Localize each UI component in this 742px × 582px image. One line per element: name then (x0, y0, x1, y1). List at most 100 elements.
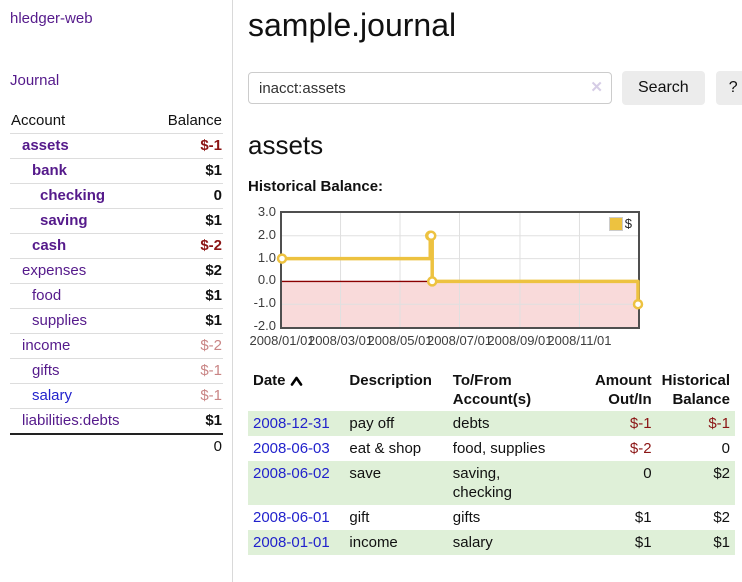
x-axis-tick-label: 2008/01/01 (249, 333, 315, 348)
account-row: cash $-2 (10, 233, 223, 259)
transaction-date-link[interactable]: 2008-06-01 (253, 509, 330, 526)
account-row: assets $-1 (10, 133, 223, 159)
x-axis-tick-label: 2008/09/01 (487, 333, 553, 348)
accounts-header-balance: Balance (167, 112, 222, 129)
account-balance: $-1 (151, 383, 223, 409)
x-axis-tick-label: 2008/07/01 (426, 333, 493, 348)
search-box: ✕ (248, 72, 612, 104)
sidebar-account-salary[interactable]: salary (10, 383, 152, 409)
y-axis-tick-label: -1.0 (253, 295, 276, 311)
search-button[interactable]: Search (622, 71, 705, 105)
account-row: liabilities:debts $1 (10, 408, 223, 434)
sidebar: hledger-web Journal Account Balance asse… (0, 0, 233, 582)
sidebar-account-assets[interactable]: assets (10, 133, 152, 159)
register-row: 2008-01-01 income salary $1 $1 (248, 530, 735, 555)
sidebar-account-income[interactable]: income (10, 333, 152, 359)
register-header-account: To/From Account(s) (448, 369, 585, 411)
transaction-accounts: debts (452, 415, 490, 432)
y-axis-tick-label: 3.0 (257, 204, 276, 219)
transaction-accounts: gifts (452, 509, 481, 526)
accounts-total-spacer (10, 433, 152, 459)
transaction-balance: $2 (713, 509, 730, 526)
account-row: gifts $-1 (10, 358, 223, 384)
app-brand-link[interactable]: hledger-web (10, 10, 93, 27)
historical-balance-plot: $ (276, 211, 644, 329)
transaction-date-link[interactable]: 2008-06-03 (253, 440, 330, 457)
transaction-date-link[interactable]: 2008-01-01 (253, 534, 330, 551)
transaction-date-link[interactable]: 2008-06-02 (253, 465, 330, 482)
register-header-account-line2: Account(s) (452, 391, 532, 408)
account-balance: $1 (151, 308, 223, 334)
register-header-balance-line1: Historical (661, 372, 730, 389)
account-row: expenses $2 (10, 258, 223, 284)
y-axis-tick-label: 0.0 (257, 272, 276, 288)
historical-balance-chart: $ 3.0 2.0 1.0 0.0 -1.0 -2.0 2008/01/01 2008/03/… (248, 203, 735, 353)
transaction-accounts: saving, checking (452, 465, 512, 501)
account-balance: $-2 (151, 233, 223, 259)
accounts-table: Account Balance assets $-1 bank $1 check… (10, 109, 223, 459)
transaction-accounts: salary (452, 534, 493, 551)
sidebar-account-supplies[interactable]: supplies (10, 308, 152, 334)
account-row: bank $1 (10, 158, 223, 184)
sidebar-account-bank[interactable]: bank (10, 158, 152, 184)
register-header-amount: Amount Out/In (585, 369, 657, 411)
transaction-balance: $1 (713, 534, 730, 551)
chart-legend: $ (608, 216, 632, 231)
transaction-balance: $2 (713, 465, 730, 482)
register-header-amount-line1: Amount (594, 372, 652, 389)
sidebar-account-saving[interactable]: saving (10, 208, 152, 234)
main-content: sample.journal ✕ Search ? assets Histori… (234, 0, 742, 555)
account-balance: $-2 (151, 333, 223, 359)
account-row: saving $1 (10, 208, 223, 234)
register-row: 2008-06-03 eat & shop food, supplies $-2… (248, 436, 735, 461)
legend-label: $ (624, 216, 632, 231)
sidebar-account-cash[interactable]: cash (10, 233, 152, 259)
accounts-total-row: 0 (10, 433, 223, 459)
register-header-amount-line2: Out/In (608, 391, 652, 408)
y-axis-tick-label: 2.0 (257, 226, 276, 242)
search-form: ✕ Search ? (248, 71, 742, 105)
register-header-date[interactable]: Date (248, 369, 344, 411)
register-table: Date Description To/From Account(s) Amou… (248, 369, 735, 555)
chart-heading: Historical Balance: (248, 178, 384, 195)
sort-caret-up-icon (290, 373, 303, 390)
account-row: supplies $1 (10, 308, 223, 334)
transaction-description: save (349, 465, 382, 482)
legend-swatch-icon (608, 216, 623, 231)
sidebar-account-checking[interactable]: checking (10, 183, 152, 209)
transaction-description: pay off (349, 415, 395, 432)
account-balance: $1 (151, 283, 223, 309)
account-row: income $-2 (10, 333, 223, 359)
register-row: 2008-06-01 gift gifts $1 $2 (248, 505, 735, 530)
account-balance: 0 (151, 183, 223, 209)
accounts-total-value: 0 (151, 433, 223, 459)
y-axis-tick-label: -2.0 (253, 318, 276, 333)
sidebar-account-liabilities-debts[interactable]: liabilities:debts (10, 408, 152, 434)
accounts-header-account: Account (11, 112, 66, 129)
transaction-description: eat & shop (349, 440, 422, 457)
account-balance: $1 (151, 208, 223, 234)
transaction-amount: $1 (634, 534, 652, 551)
transaction-amount: $1 (634, 509, 652, 526)
x-axis-tick-label: 2008/05/01 (367, 333, 433, 348)
x-axis-tick-label: 2008/03/01 (307, 333, 374, 348)
transaction-amount: 0 (643, 465, 652, 482)
account-balance: $-1 (151, 133, 223, 159)
nav-journal-link[interactable]: Journal (10, 72, 60, 89)
sidebar-account-expenses[interactable]: expenses (10, 258, 152, 284)
account-row: food $1 (10, 283, 223, 309)
transaction-amount: $-2 (629, 440, 652, 457)
y-axis-tick-label: 1.0 (257, 249, 276, 265)
clear-search-icon[interactable]: ✕ (590, 79, 603, 96)
x-axis-tick-label: 2008/11/01 (547, 333, 612, 348)
transaction-date-link[interactable]: 2008-12-31 (253, 415, 330, 432)
sidebar-account-gifts[interactable]: gifts (10, 358, 152, 384)
help-button[interactable]: ? (715, 71, 742, 105)
transaction-description: gift (349, 509, 370, 526)
account-balance: $-1 (151, 358, 223, 384)
sidebar-account-food[interactable]: food (10, 283, 152, 309)
register-header-balance-line2: Balance (672, 391, 730, 408)
search-input[interactable] (248, 72, 612, 104)
register-header-description: Description (349, 372, 432, 389)
register-header-date-label: Date (253, 372, 286, 389)
